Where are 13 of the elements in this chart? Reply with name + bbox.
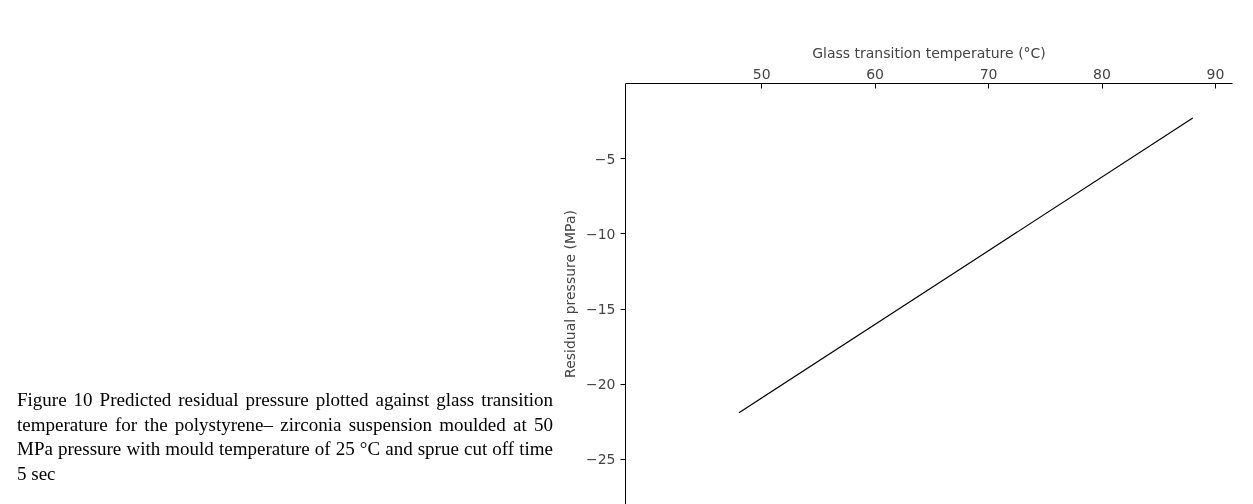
y-tick-label: −10	[585, 225, 616, 242]
x-tick-label: 90	[1206, 65, 1225, 82]
y-tick-label: −25	[585, 451, 616, 468]
x-tick-label: 70	[979, 65, 998, 82]
y-axis-title: Residual pressure (MPa)	[561, 210, 578, 378]
y-tick-label: −20	[585, 376, 616, 393]
x-tick-label: 50	[752, 65, 771, 82]
y-tick-label: −5	[594, 150, 616, 167]
caption: Figure 10 Predicted residual pressure plotted against glass transition temperature for the polystyrene– zirconia suspension moulded at 50 MPa pressure with mould temperature of 25 °C and sprue cut off time 5 sec	[16, 388, 553, 487]
x-tick-label: 60	[866, 65, 885, 82]
y-tick-label: −15	[585, 301, 616, 318]
x-tick-label: 80	[1093, 65, 1111, 82]
x-axis-title: Glass transition temperature (°C)	[812, 44, 1046, 61]
